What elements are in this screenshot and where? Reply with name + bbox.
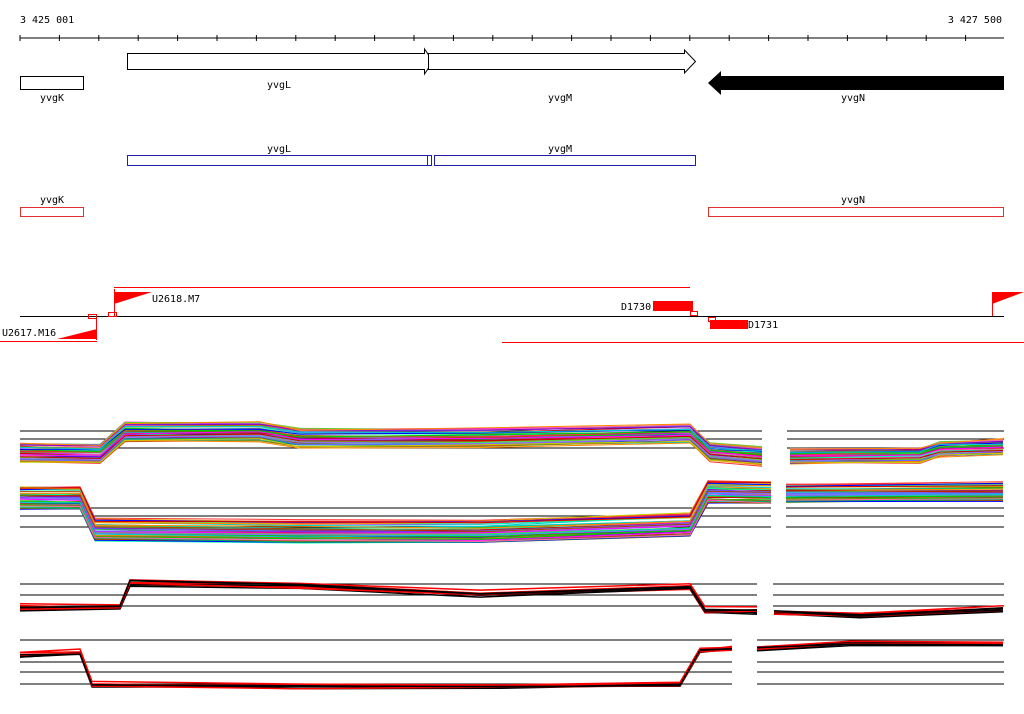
transcript-track-other: yvgK yvgN [20, 195, 1004, 217]
downshift-box-d1730[interactable] [653, 301, 693, 311]
transcript-yvgN[interactable] [708, 207, 1004, 217]
expression-trace [19, 646, 733, 686]
ruler-start-label: 3 425 001 [20, 15, 74, 26]
gene-yvgM-arrow[interactable] [428, 48, 697, 75]
expression-trace [19, 429, 763, 455]
expression-trace [756, 643, 1004, 649]
gene-label-yvgN: yvgN [841, 93, 865, 104]
expression-trace [789, 440, 1004, 451]
d1730-small-box [690, 311, 698, 316]
expression-trace [19, 647, 733, 688]
upshift-flag-right[interactable] [992, 292, 1024, 304]
expression-trace [789, 438, 1004, 450]
expression-trace [789, 452, 1004, 464]
expression-trace [773, 607, 1004, 616]
transcript-yvgK[interactable] [20, 207, 84, 217]
expression-trace [19, 481, 772, 521]
expression-trace [785, 492, 1004, 495]
transcript-yvgM[interactable] [434, 155, 696, 166]
expression-trace [785, 494, 1004, 497]
expression-trace [19, 425, 763, 451]
expression-trace [19, 579, 758, 612]
expression-trace [785, 495, 1004, 498]
expression-trace [19, 481, 772, 524]
gene-yvgK-box[interactable] [20, 76, 84, 90]
expression-trace [756, 640, 1004, 648]
expression-trace [19, 434, 763, 462]
feature-label-u2617: U2617.M16 [2, 328, 56, 339]
u2617-small-box [88, 314, 97, 319]
gene-track: yvgK yvgL yvgM yvgN [20, 47, 1004, 104]
ruler-end-label: 3 427 500 [948, 15, 1002, 26]
upshift-flag-u2617[interactable] [57, 329, 97, 339]
expression-trace [19, 436, 763, 463]
transcript-label-yvgM: yvgM [548, 144, 572, 155]
expression-trace [785, 498, 1004, 501]
expression-trace [19, 421, 763, 449]
expression-trace [19, 494, 772, 538]
expression-trace [789, 443, 1004, 453]
expression-trace [19, 499, 772, 543]
expression-trace [756, 644, 1003, 652]
feature-label-u2618: U2618.M7 [152, 294, 200, 305]
expression-trace [19, 645, 733, 686]
expression-trace [785, 499, 1004, 502]
transcript-yvgL[interactable] [127, 155, 432, 166]
transcript-track-plus: yvgL yvgM [127, 144, 696, 166]
gene-label-yvgK: yvgK [40, 93, 64, 104]
upshift-flag-u2618[interactable] [114, 292, 152, 304]
expression-trace [785, 488, 1004, 491]
expression-panel-plus-all [19, 421, 1004, 467]
transcript-label-yvgK: yvgK [40, 195, 64, 206]
expression-trace [789, 450, 1004, 460]
expression-trace [785, 495, 1004, 501]
expression-trace [785, 482, 1004, 487]
expression-panel-plus-selected [19, 579, 1004, 619]
expression-trace [789, 446, 1004, 456]
expression-trace [19, 490, 772, 533]
expression-trace [19, 433, 763, 460]
expression-trace [19, 438, 763, 464]
d1731-small-box [708, 317, 716, 322]
expression-trace [785, 485, 1004, 488]
gene-label-yvgL: yvgL [267, 80, 291, 91]
features-track: U2618.M7 U2617.M16 D1730 D1731 [0, 287, 1024, 343]
expression-trace [789, 443, 1004, 454]
feature-label-d1731: D1731 [748, 320, 778, 331]
expression-panel-minus-all [19, 480, 1004, 544]
expression-panel-minus-selected [19, 639, 1004, 690]
gene-yvgN-arrow[interactable] [708, 71, 1004, 95]
downshift-box-d1731[interactable] [710, 320, 748, 329]
u2618-small-box [108, 312, 117, 317]
feature-label-d1730: D1730 [621, 302, 651, 313]
gene-yvgL-arrow[interactable] [127, 47, 434, 76]
coordinate-ruler: 3 425 001 3 427 500 [19, 15, 1004, 41]
transcript-label-yvgL: yvgL [267, 144, 291, 155]
gene-label-yvgM: yvgM [548, 93, 572, 104]
transcript-label-yvgN: yvgN [841, 195, 865, 206]
expression-trace [789, 450, 1004, 462]
expression-trace [19, 648, 733, 688]
expression-trace [19, 430, 763, 458]
